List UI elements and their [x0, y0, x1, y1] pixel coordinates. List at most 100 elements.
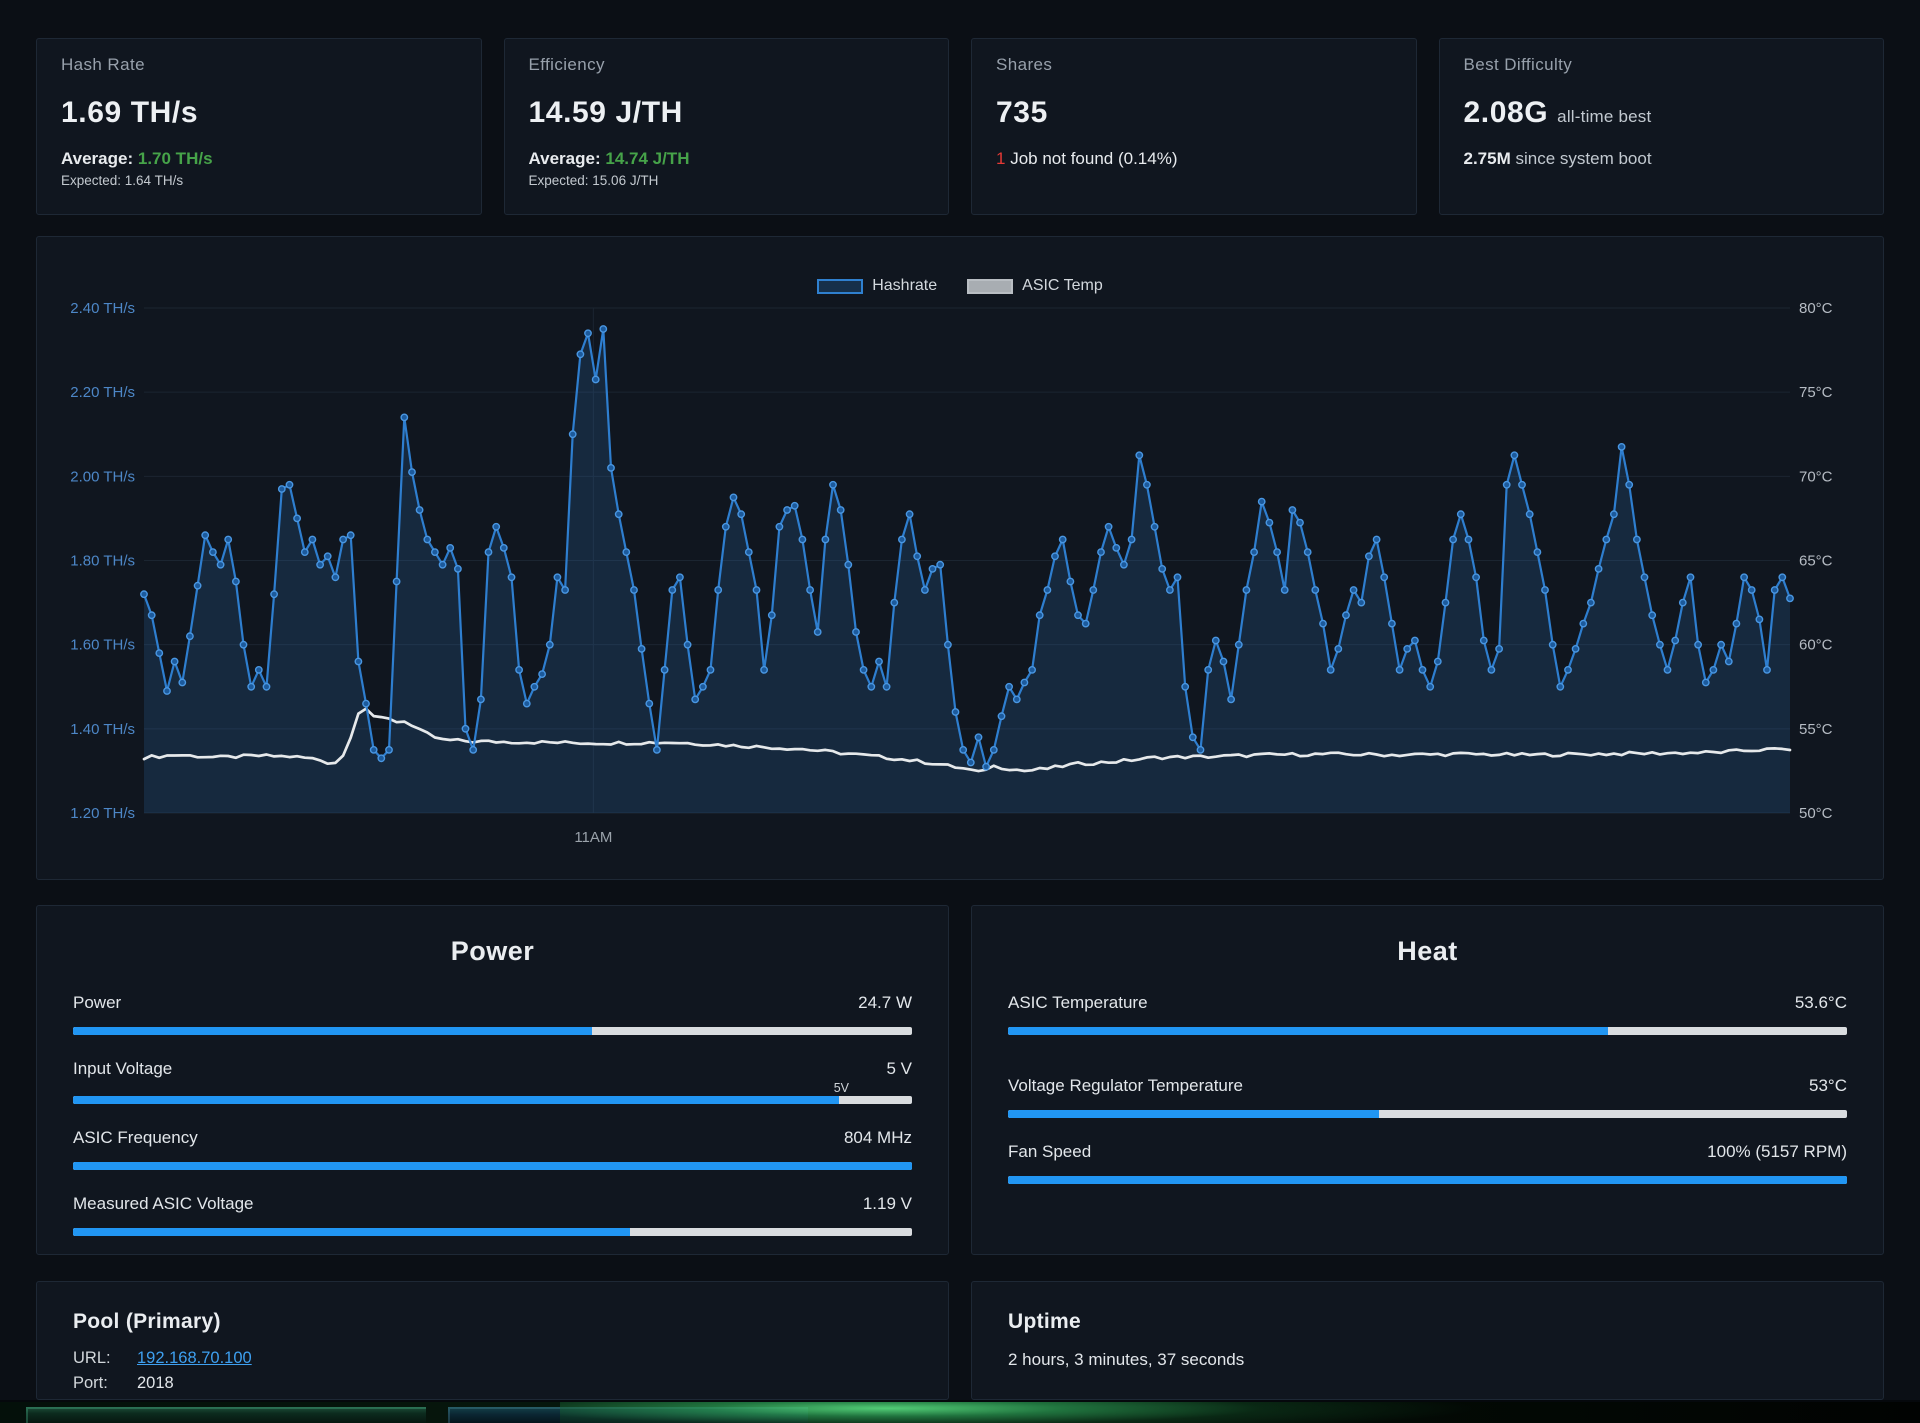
stat-cards-row: Hash Rate 1.69 TH/s Average: 1.70 TH/s E…	[36, 38, 1884, 215]
row-label: ASIC Temperature	[1008, 993, 1148, 1012]
progress-fill	[1008, 1176, 1847, 1184]
measured-asic-voltage-progressbar	[73, 1228, 912, 1236]
all-time-best-suffix: all-time best	[1557, 107, 1652, 126]
row-label: ASIC Frequency	[73, 1128, 198, 1147]
best-difficulty-card: Best Difficulty 2.08G all-time best 2.75…	[1438, 38, 1884, 215]
hashrate-temp-chart-panel: Hashrate ASIC Temp 2.40 TH/s 80°C 2.20 TH/…	[36, 236, 1884, 880]
row-label: Power	[73, 993, 122, 1012]
card-label: Efficiency	[528, 55, 605, 74]
legend-hashrate[interactable]: Hashrate	[817, 277, 937, 295]
all-time-best-value: 2.08G	[1463, 96, 1549, 129]
power-row: Power 24.7 W	[73, 993, 912, 1013]
efficiency-card: Efficiency 14.59 J/TH Average: 14.74 J/T…	[503, 38, 949, 215]
svg-text:11AM: 11AM	[574, 829, 612, 846]
fan-speed-row: Fan Speed 100% (5157 RPM)	[1008, 1142, 1847, 1162]
voltage-marker: 5V	[833, 1081, 849, 1095]
chart-legend: Hashrate ASIC Temp	[37, 277, 1883, 295]
input-voltage-row: Input Voltage 5 V	[73, 1059, 912, 1079]
vr-temperature-progressbar	[1008, 1110, 1847, 1118]
row-label: Voltage Regulator Temperature	[1008, 1076, 1244, 1095]
svg-text:60°C: 60°C	[1799, 637, 1833, 654]
uptime-panel-title: Uptime	[1008, 1310, 1081, 1333]
background-photo-strip	[0, 1400, 1920, 1423]
row-value: 53.6°C	[1794, 993, 1847, 1012]
svg-text:1.60 TH/s: 1.60 TH/s	[70, 637, 135, 654]
power-panel-title: Power	[450, 936, 535, 966]
average-label: Average:	[61, 149, 134, 168]
hashrate-swatch-icon	[817, 278, 864, 294]
shares-rejected-line: 1 Job not found (0.14%)	[996, 149, 1392, 169]
uptime-panel: Uptime 2 hours, 3 minutes, 37 seconds	[971, 1281, 1884, 1400]
power-heat-row: Power Power 24.7 W Input Voltage 5 V 5V …	[36, 905, 1884, 1255]
efficiency-value: 14.59 J/TH	[528, 96, 683, 129]
measured-asic-voltage-row: Measured ASIC Voltage 1.19 V	[73, 1194, 912, 1214]
since-boot-suffix: since system boot	[1515, 149, 1652, 168]
average-value: 14.74 J/TH	[605, 149, 690, 168]
power-panel: Power Power 24.7 W Input Voltage 5 V 5V …	[36, 905, 949, 1255]
progress-fill	[1008, 1027, 1608, 1035]
vr-temperature-row: Voltage Regulator Temperature 53°C	[1008, 1076, 1847, 1096]
row-label: Input Voltage	[73, 1059, 173, 1078]
fan-speed-progressbar	[1008, 1176, 1847, 1184]
svg-text:75°C: 75°C	[1799, 384, 1833, 401]
heat-panel-title: Heat	[1397, 936, 1458, 966]
since-boot-value: 2.75M	[1463, 149, 1511, 168]
url-label: URL:	[73, 1349, 111, 1367]
best-difficulty-value: 2.08G all-time best	[1464, 96, 1860, 130]
row-value: 1.19 V	[862, 1194, 912, 1213]
shares-card: Shares 735 1 Job not found (0.14%)	[971, 38, 1417, 215]
voltage-marker-line: 5V	[73, 1081, 912, 1096]
legend-label: Hashrate	[872, 277, 938, 294]
hash-rate-expected: Expected: 1.64 TH/s	[61, 173, 184, 188]
efficiency-expected: Expected: 15.06 J/TH	[528, 173, 659, 188]
since-boot-line: 2.75M since system boot	[1464, 149, 1860, 169]
background-photo-glow	[560, 1402, 1920, 1423]
svg-text:55°C: 55°C	[1799, 721, 1833, 738]
svg-text:2.00 TH/s: 2.00 TH/s	[70, 468, 135, 485]
hash-rate-card: Hash Rate 1.69 TH/s Average: 1.70 TH/s E…	[36, 38, 482, 215]
asic-temperature-row: ASIC Temperature 53.6°C	[1008, 993, 1847, 1013]
svg-text:1.20 TH/s: 1.20 TH/s	[70, 805, 135, 822]
svg-text:1.40 TH/s: 1.40 TH/s	[70, 721, 135, 738]
legend-label: ASIC Temp	[1022, 277, 1103, 294]
svg-text:1.80 TH/s: 1.80 TH/s	[70, 553, 135, 570]
pool-url-link[interactable]: 192.168.70.100	[137, 1349, 252, 1367]
power-progressbar	[73, 1027, 912, 1035]
progress-fill	[73, 1096, 839, 1104]
row-value: 100% (5157 RPM)	[1707, 1142, 1847, 1161]
background-photo-detail	[26, 1407, 426, 1423]
hash-rate-value: 1.69 TH/s	[61, 96, 199, 129]
pool-port-row: Port: 2018	[73, 1374, 912, 1393]
asic-temp-swatch-icon	[967, 278, 1014, 294]
asic-frequency-progressbar	[73, 1162, 912, 1170]
pool-uptime-row: Pool (Primary) URL: 192.168.70.100 Port:…	[36, 1281, 1884, 1400]
hash-rate-average: Average: 1.70 TH/s	[61, 149, 457, 169]
input-voltage-progressbar	[73, 1096, 912, 1104]
port-value: 2018	[137, 1374, 174, 1392]
row-value: 5 V	[886, 1059, 912, 1078]
port-label: Port:	[73, 1374, 108, 1392]
row-value: 804 MHz	[843, 1128, 912, 1147]
card-label: Hash Rate	[61, 55, 145, 74]
progress-fill	[73, 1027, 592, 1035]
row-value: 24.7 W	[858, 993, 912, 1012]
svg-text:2.40 TH/s: 2.40 TH/s	[70, 300, 135, 317]
pool-panel: Pool (Primary) URL: 192.168.70.100 Port:…	[36, 1281, 949, 1400]
average-value: 1.70 TH/s	[137, 149, 213, 168]
legend-asic-temp[interactable]: ASIC Temp	[967, 277, 1103, 295]
asic-temperature-progressbar	[1008, 1027, 1847, 1035]
svg-text:2.20 TH/s: 2.20 TH/s	[70, 384, 135, 401]
heat-panel: Heat ASIC Temperature 53.6°C Voltage Reg…	[971, 905, 1884, 1255]
svg-text:65°C: 65°C	[1799, 553, 1833, 570]
card-label: Shares	[996, 55, 1053, 74]
svg-text:70°C: 70°C	[1799, 468, 1833, 485]
rejected-reason: Job not found (0.14%)	[1010, 149, 1178, 168]
rejected-count: 1	[996, 149, 1006, 168]
row-value: 53°C	[1809, 1076, 1847, 1095]
hashrate-temp-chart: 2.40 TH/s 80°C 2.20 TH/s 75°C 2.00 TH/s 70°C 1…	[37, 237, 1883, 879]
pool-url-row: URL: 192.168.70.100	[73, 1349, 912, 1368]
progress-fill	[73, 1162, 912, 1170]
efficiency-average: Average: 14.74 J/TH	[529, 149, 925, 169]
card-label: Best Difficulty	[1463, 55, 1573, 74]
